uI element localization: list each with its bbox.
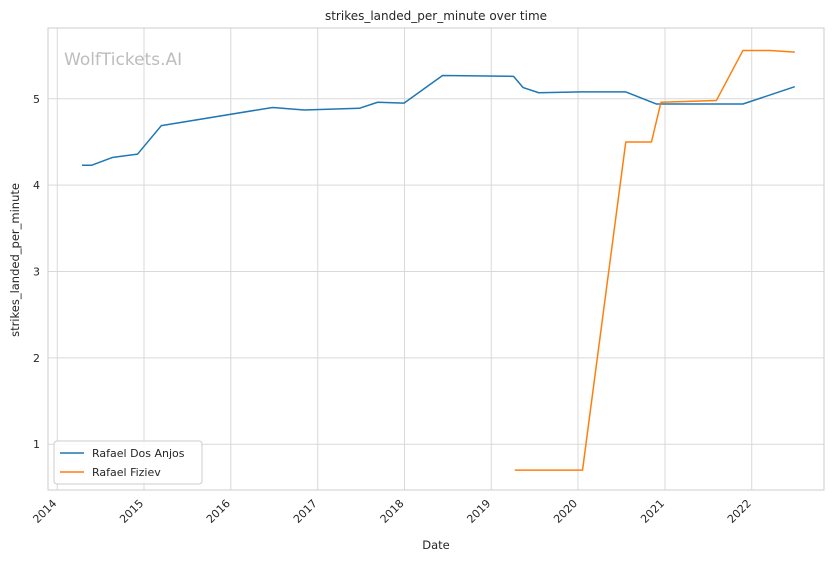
legend-label: Rafael Dos Anjos: [92, 447, 185, 460]
series-lines: [81, 49, 796, 471]
y-tick-label: 2: [33, 352, 40, 365]
y-axis-label: strikes_landed_per_minute: [8, 183, 22, 337]
series-line-rafael-dos-anjos: [81, 74, 796, 167]
y-tick-label: 3: [33, 266, 40, 279]
legend-label: Rafael Fiziev: [92, 466, 161, 479]
plot-frame: [47, 27, 825, 491]
legend-box: [53, 440, 203, 485]
x-axis-label: Date: [422, 538, 450, 552]
y-tick-label: 4: [33, 179, 40, 192]
series-line-rafael-fiziev: [514, 49, 795, 471]
chart-title: strikes_landed_per_minute over time: [325, 9, 547, 23]
legend: Rafael Dos Anjos Rafael Fiziev: [53, 440, 203, 485]
y-tick-label: 5: [33, 93, 40, 106]
y-tick-label: 1: [33, 438, 40, 451]
plot-border: [47, 27, 825, 491]
y-axis-ticks: 1 2 3 4 5: [33, 93, 40, 451]
grid: [48, 28, 824, 490]
watermark-text: WolfTickets.AI: [64, 50, 182, 70]
